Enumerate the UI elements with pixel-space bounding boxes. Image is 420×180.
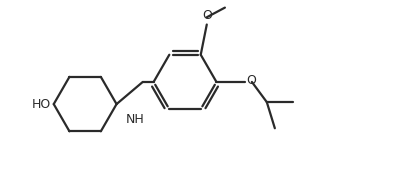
Text: NH: NH (126, 113, 144, 126)
Text: HO: HO (31, 98, 50, 111)
Text: O: O (202, 9, 213, 22)
Text: O: O (246, 74, 256, 87)
